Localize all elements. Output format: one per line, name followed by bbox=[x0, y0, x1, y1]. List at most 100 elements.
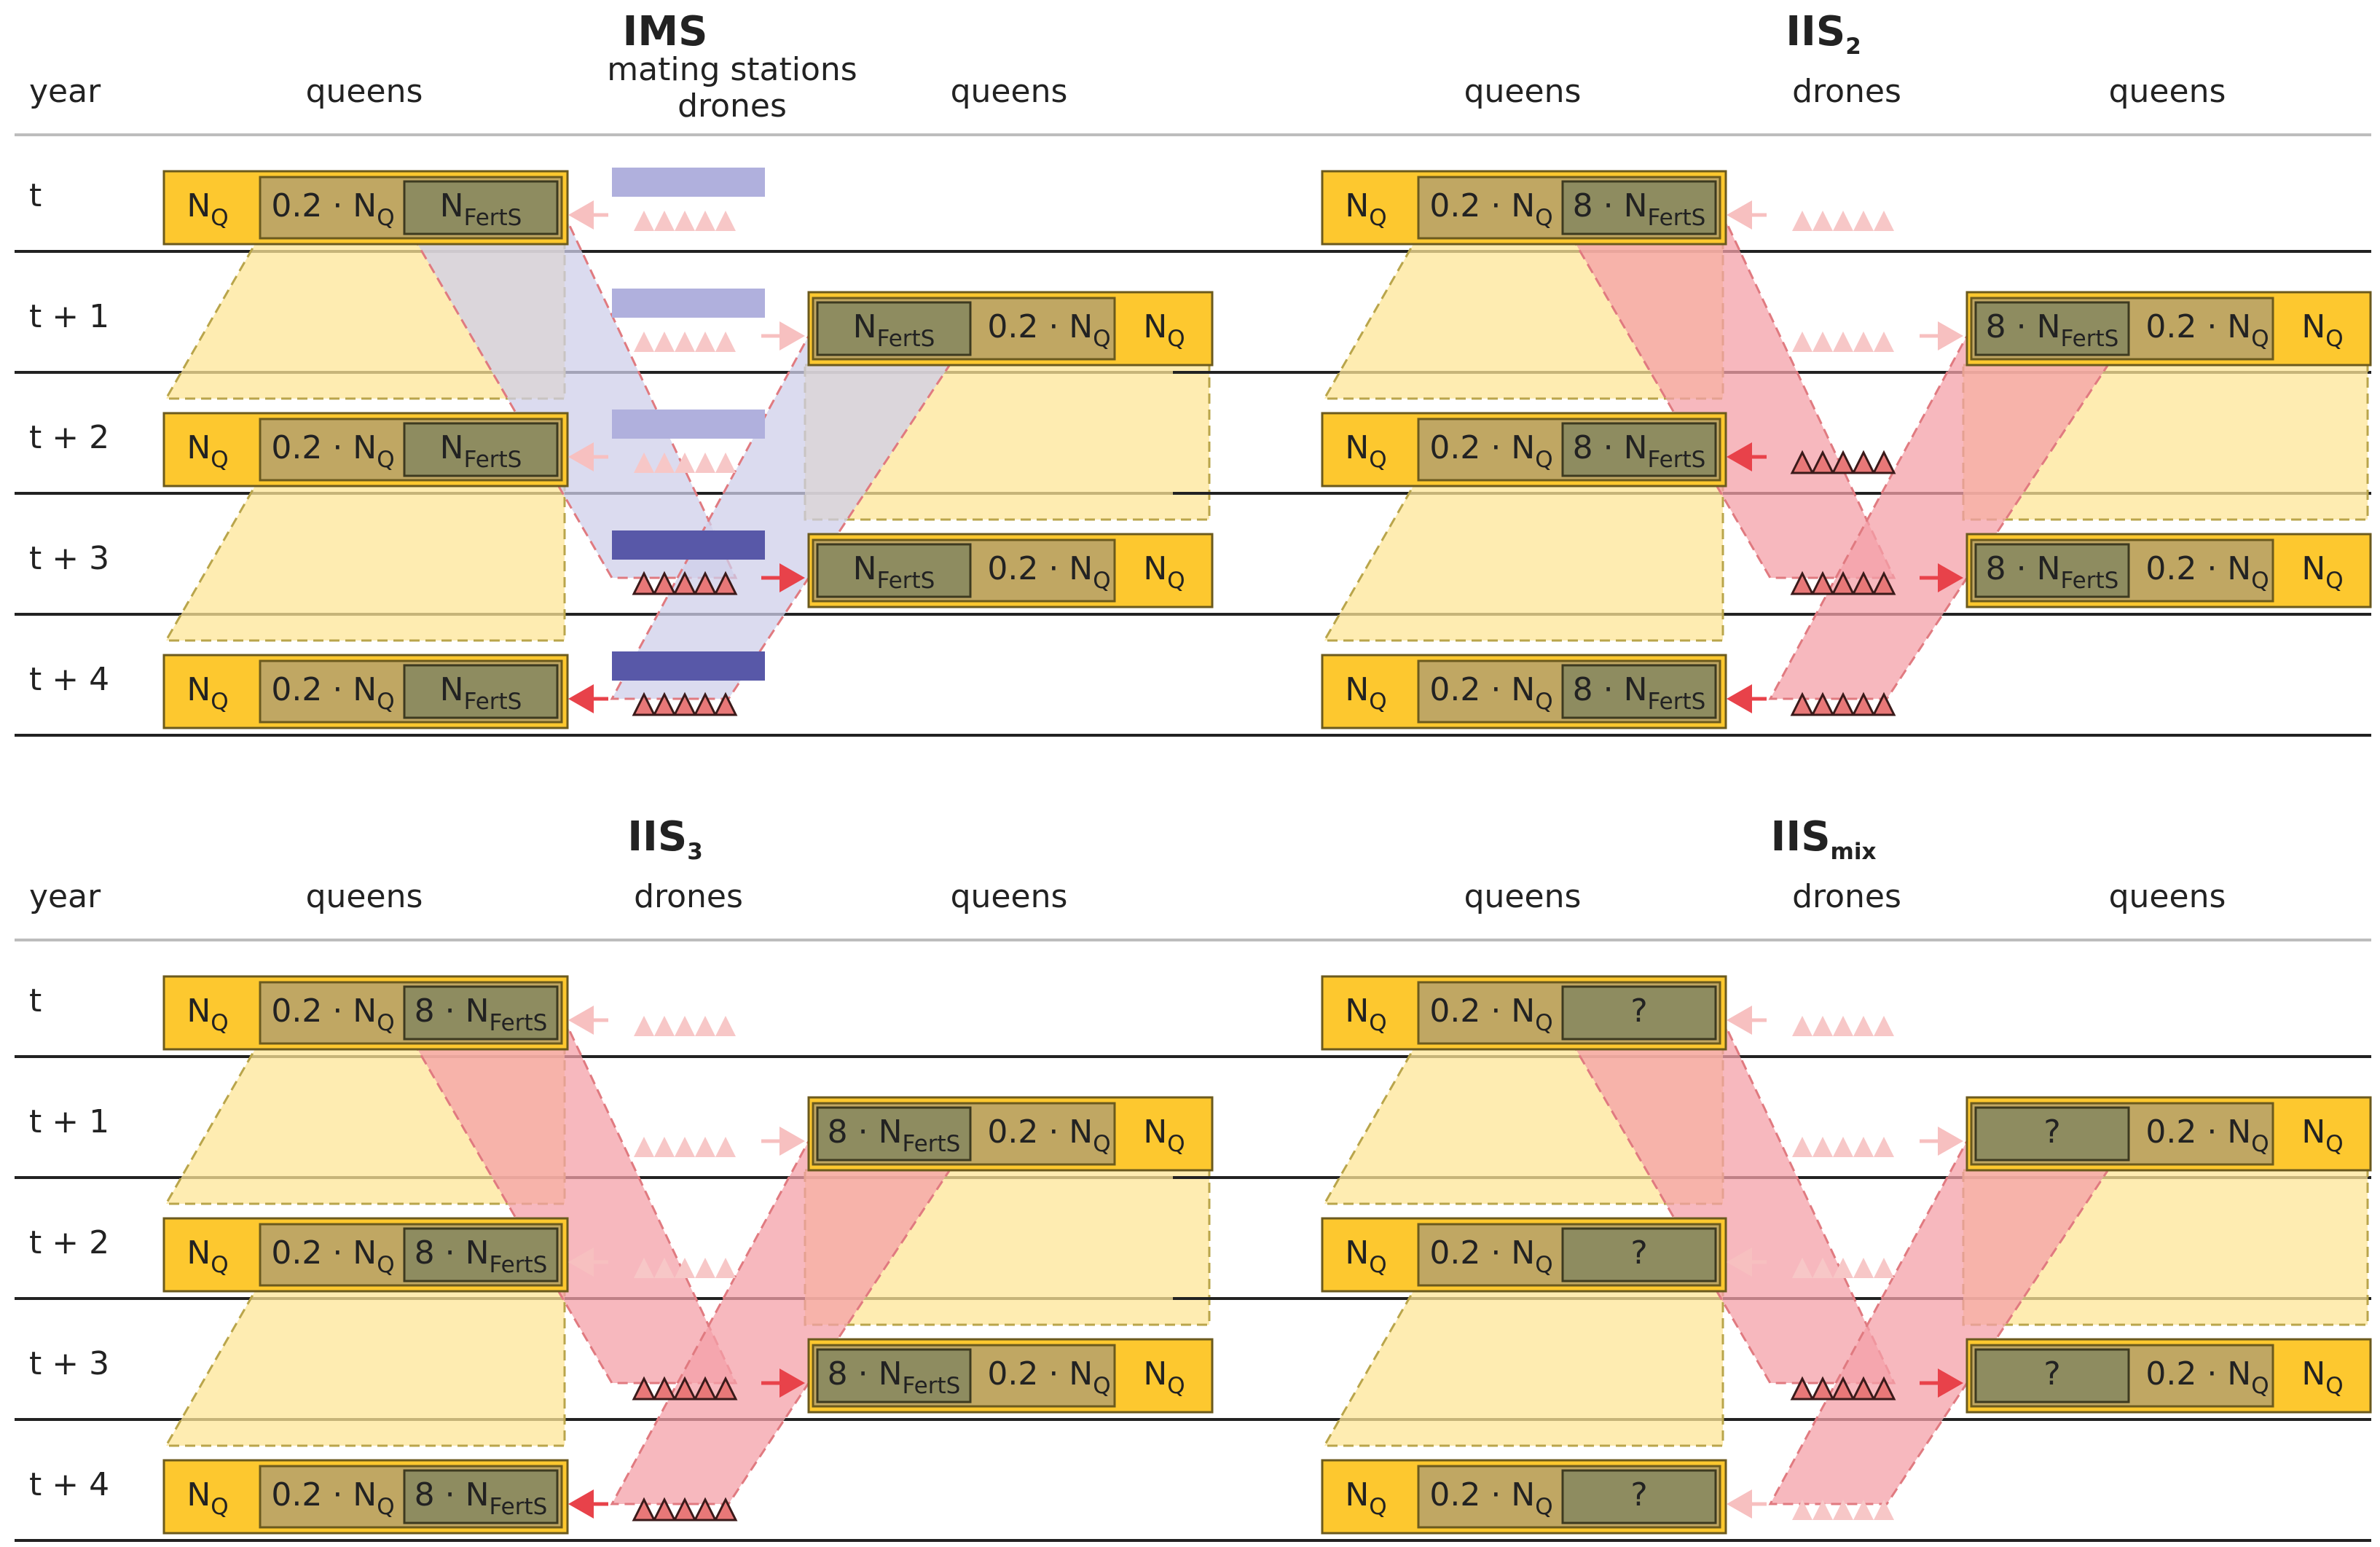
queen-inner bbox=[1974, 1348, 2130, 1403]
fraction-label: 0.2 · NQ bbox=[2145, 550, 2269, 594]
panel-2: IIS3 year queens drones queens t t + 1 t + 2 t +… bbox=[15, 813, 1214, 1542]
fraction-label: 0.2 · NQ bbox=[1429, 671, 1552, 715]
fraction-label: 0.2 · NQ bbox=[2145, 1113, 2269, 1157]
drone-triangle bbox=[1833, 211, 1853, 231]
fraction-label: 0.2 · NQ bbox=[271, 992, 394, 1036]
drone-triangle bbox=[654, 1137, 675, 1157]
queens-right-header: queens bbox=[951, 73, 1068, 110]
fraction-label: 0.2 · NQ bbox=[1429, 187, 1552, 231]
drone-group bbox=[1792, 1016, 1894, 1036]
drone-triangle bbox=[1810, 1376, 1835, 1401]
drone-triangle bbox=[1831, 1376, 1855, 1401]
queen-inner bbox=[403, 985, 559, 1041]
drone-triangle bbox=[713, 571, 738, 595]
drone-triangle bbox=[634, 1258, 654, 1278]
drone-triangle bbox=[1813, 332, 1833, 352]
queen-inner bbox=[1974, 301, 2130, 356]
ferts-label: 8 · NFertS bbox=[1986, 550, 2119, 594]
nq-label: NQ bbox=[2301, 1355, 2343, 1399]
nq-label: NQ bbox=[1345, 671, 1386, 715]
ferts-label: 8 · NFertS bbox=[415, 992, 548, 1036]
nq-label: NQ bbox=[2301, 550, 2343, 594]
drone-triangle bbox=[672, 571, 697, 595]
drone-group bbox=[1792, 1500, 1894, 1520]
mating-station-bar bbox=[612, 289, 765, 318]
drone-triangle bbox=[713, 1376, 738, 1401]
year-label: t + 2 bbox=[29, 1224, 109, 1261]
drone-triangle bbox=[675, 1137, 695, 1157]
ferts-label: 8 · NFertS bbox=[415, 1234, 548, 1278]
drone-triangle bbox=[654, 1016, 675, 1036]
queen-inner bbox=[1561, 1227, 1717, 1282]
mating-station-bar bbox=[612, 651, 765, 681]
queen-box-left-row2: NQ 0.2 · NQ NFertS bbox=[162, 412, 569, 487]
drone-group bbox=[1792, 332, 1894, 352]
queen-box-right-row1: NQ 0.2 · NQ NFertS bbox=[807, 291, 1214, 367]
queen-box-right-row1: NQ 0.2 · NQ 8 · NFertS bbox=[807, 1096, 1214, 1172]
unknown-label: ? bbox=[2043, 1113, 2060, 1151]
drone-group bbox=[632, 692, 738, 716]
mating-station-bar bbox=[612, 530, 765, 560]
queen-inner bbox=[403, 422, 559, 477]
queen-box-left-row4: NQ 0.2 · NQ NFertS bbox=[162, 654, 569, 729]
drone-triangle bbox=[652, 571, 677, 595]
drones-header: drones bbox=[1792, 73, 1901, 110]
nq-label: NQ bbox=[1143, 1113, 1185, 1157]
queen-box-left-row2: NQ 0.2 · NQ 8 · NFertS bbox=[1321, 412, 1727, 487]
ferts-label: 8 · NFertS bbox=[828, 1355, 961, 1399]
drone-triangle bbox=[1831, 450, 1855, 474]
year-header: year bbox=[29, 73, 101, 110]
fraction-label: 0.2 · NQ bbox=[271, 187, 394, 231]
drone-triangle bbox=[715, 211, 736, 231]
queen-box-left-row0: NQ 0.2 · NQ 8 · NFertS bbox=[162, 975, 569, 1051]
drone-triangle bbox=[693, 1497, 718, 1521]
year-label: t + 1 bbox=[29, 298, 109, 335]
drone-triangle bbox=[1853, 1137, 1874, 1157]
nq-label: NQ bbox=[1345, 992, 1386, 1036]
drone-triangle bbox=[713, 692, 738, 716]
queen-box-right-row3: NQ 0.2 · NQ 8 · NFertS bbox=[807, 1338, 1214, 1414]
fraction-label: 0.2 · NQ bbox=[2145, 1355, 2269, 1399]
drone-triangle bbox=[1874, 1137, 1894, 1157]
drone-triangle bbox=[695, 1137, 715, 1157]
drone-group bbox=[634, 332, 736, 352]
nq-label: NQ bbox=[186, 1476, 228, 1520]
drone-triangle bbox=[632, 692, 656, 716]
drone-triangle bbox=[1792, 1258, 1813, 1278]
drone-triangle bbox=[693, 692, 718, 716]
queen-inner bbox=[1561, 1469, 1717, 1524]
drone-triangle bbox=[672, 692, 697, 716]
drones-header: drones bbox=[634, 878, 743, 915]
panel-title: IIS3 bbox=[627, 813, 703, 865]
unknown-label: ? bbox=[2043, 1355, 2060, 1393]
year-label: t + 3 bbox=[29, 1345, 109, 1382]
drone-group bbox=[1790, 450, 1896, 474]
drone-triangle bbox=[1792, 1137, 1813, 1157]
ferts-label: NFertS bbox=[853, 550, 935, 594]
drone-triangle bbox=[634, 1016, 654, 1036]
queen-inner bbox=[403, 664, 559, 719]
ferts-label: NFertS bbox=[440, 187, 522, 231]
drone-triangle bbox=[1853, 1500, 1874, 1520]
drone-triangle bbox=[632, 1376, 656, 1401]
drone-triangle bbox=[652, 1376, 677, 1401]
drone-triangle bbox=[1792, 211, 1813, 231]
queen-box-left-row4: NQ 0.2 · NQ? bbox=[1321, 1459, 1727, 1535]
drone-triangle bbox=[1810, 450, 1835, 474]
drone-group bbox=[634, 1258, 736, 1278]
drone-triangle bbox=[1874, 1016, 1894, 1036]
fraction-label: 0.2 · NQ bbox=[1429, 429, 1552, 473]
drone-triangle bbox=[632, 571, 656, 595]
drone-triangle bbox=[695, 211, 715, 231]
queen-inner bbox=[403, 1469, 559, 1524]
queens-right-header: queens bbox=[2109, 878, 2226, 915]
queen-box-left-row2: NQ 0.2 · NQ? bbox=[1321, 1217, 1727, 1293]
year-label: t + 2 bbox=[29, 419, 109, 456]
drone-triangle bbox=[1851, 692, 1876, 716]
nq-label: NQ bbox=[1345, 429, 1386, 473]
drone-triangle bbox=[632, 1497, 656, 1521]
queen-inner bbox=[816, 301, 972, 356]
queen-box-right-row3: NQ 0.2 · NQ? bbox=[1965, 1338, 2372, 1414]
nq-label: NQ bbox=[186, 429, 228, 473]
